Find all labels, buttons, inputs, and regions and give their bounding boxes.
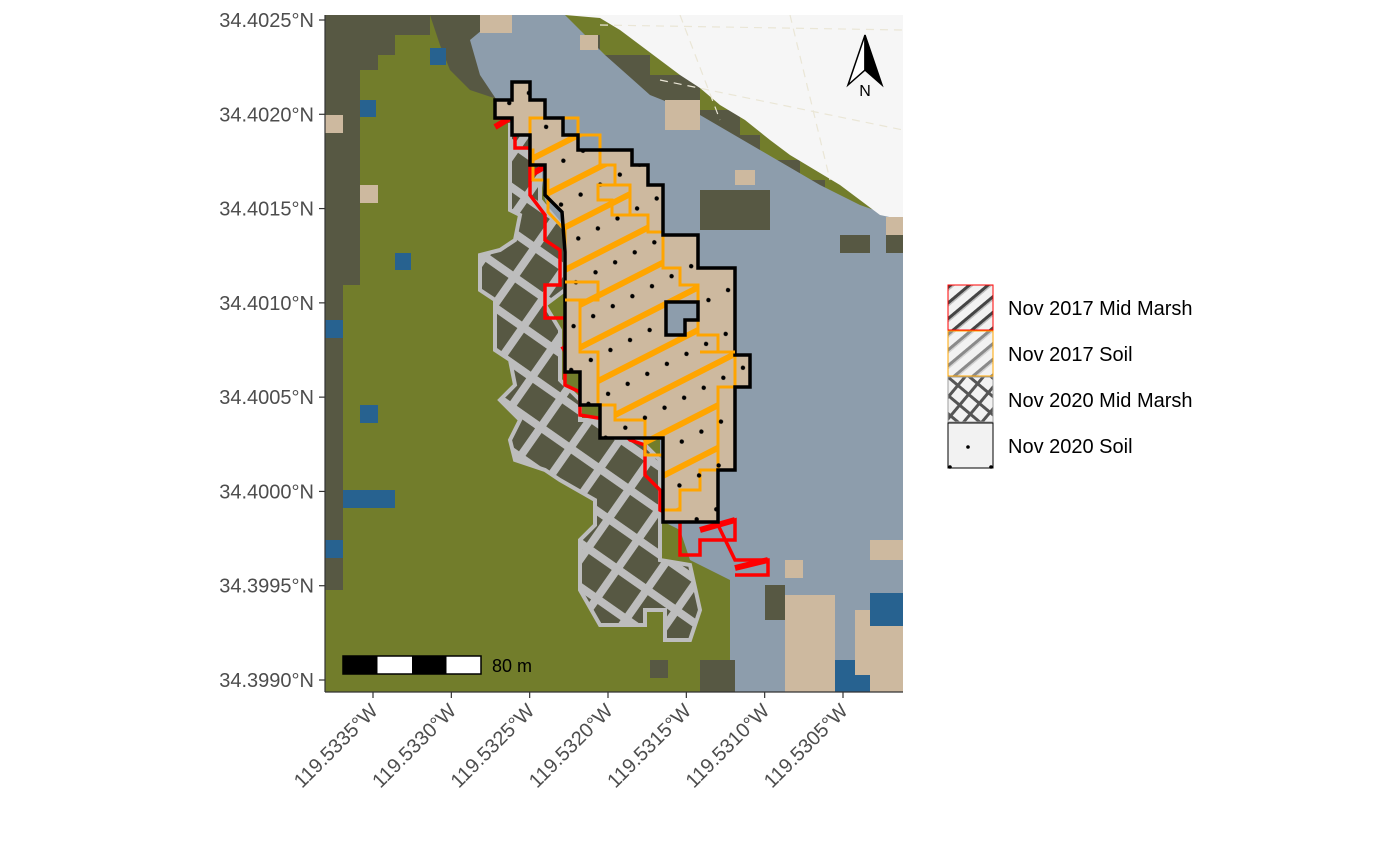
scale-bar: 80 m	[342, 655, 532, 676]
hatch-swatch-orange	[948, 331, 993, 376]
hatch-swatch-red	[948, 285, 993, 330]
north-arrow: N	[846, 34, 884, 100]
legend-swatch-border	[947, 284, 994, 331]
nov2020-soil-outline	[493, 80, 752, 524]
crosshatch-swatch-grey	[948, 377, 993, 422]
ocean-area	[565, 15, 903, 220]
y-tick-label: 34.4005°N	[219, 387, 314, 409]
legend-item: Nov 2020 Mid Marsh	[947, 376, 1193, 423]
legend: Nov 2017 Mid Marsh Nov 2017 Soil Nov 2020 …	[947, 284, 1193, 469]
x-axis: 119.5335°W119.5330°W119.5325°W119.5320°W…	[290, 692, 853, 792]
y-axis: 34.4025°N 34.4020°N 34.4015°N 34.4010°N 34.4…	[219, 10, 325, 692]
y-tick-label: 34.4010°N	[219, 293, 314, 315]
nov2020-soil-dots	[495, 82, 750, 522]
interior-gap	[664, 300, 700, 337]
legend-label: Nov 2017 Soil	[1008, 344, 1133, 366]
y-tick-label: 34.4015°N	[219, 199, 314, 221]
legend-label: Nov 2020 Mid Marsh	[1008, 390, 1193, 412]
ocean-grid-lines	[599, 15, 903, 181]
scale-bar-label: 80 m	[492, 656, 532, 676]
y-tick-label: 34.4000°N	[219, 481, 314, 503]
legend-item: Nov 2017 Mid Marsh	[947, 284, 1193, 331]
legend-label: Nov 2020 Soil	[1008, 436, 1133, 458]
legend-swatch-border	[947, 376, 994, 423]
y-tick-label: 34.4020°N	[219, 104, 314, 126]
y-tick-label: 34.3995°N	[219, 576, 314, 598]
legend-item: Nov 2020 Soil	[947, 422, 1133, 469]
legend-label: Nov 2017 Mid Marsh	[1008, 298, 1193, 320]
legend-swatch-bg	[948, 423, 993, 468]
nov2020-mid-marsh-region	[478, 123, 703, 642]
mid-marsh-area-west	[325, 15, 430, 590]
legend-item: Nov 2017 Soil	[947, 330, 1133, 377]
y-tick-label: 34.3990°N	[219, 670, 314, 692]
nov2017-soil-inner-outline	[565, 183, 735, 354]
map-panel: N 80 m	[325, 15, 903, 692]
x-tick-label: 119.5305°W	[760, 700, 853, 793]
north-arrow-label: N	[859, 83, 871, 100]
legend-swatch-border	[947, 330, 994, 377]
legend-swatch-border	[947, 422, 994, 469]
y-tick-label: 34.4025°N	[219, 10, 314, 32]
